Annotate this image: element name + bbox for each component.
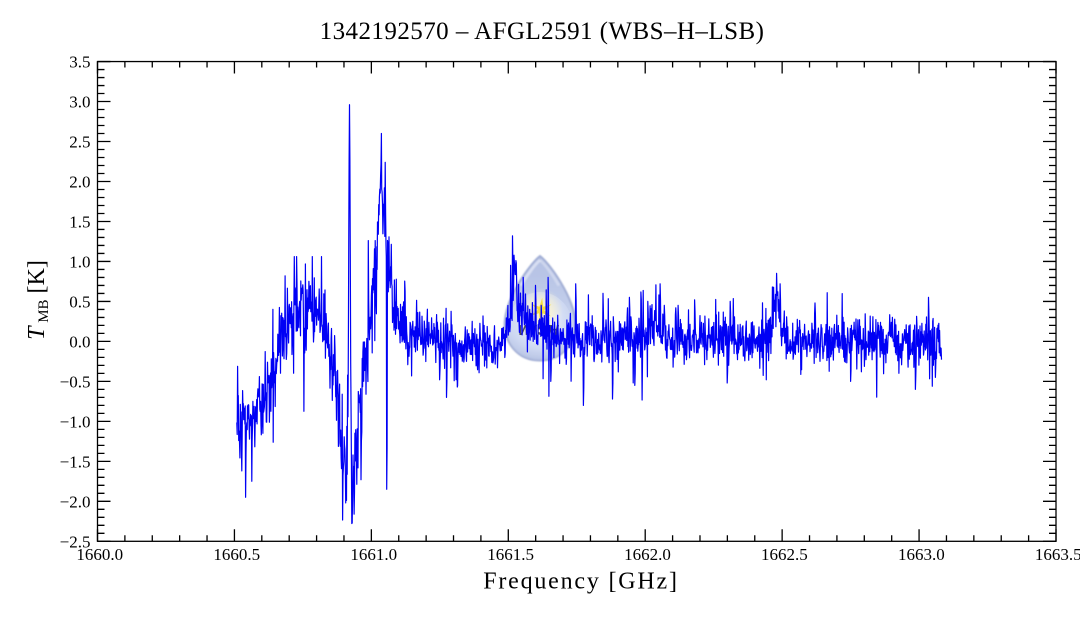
svg-text:3.0: 3.0: [69, 93, 90, 112]
svg-text:1662.0: 1662.0: [624, 545, 671, 564]
svg-text:1.0: 1.0: [69, 252, 90, 271]
svg-text:2.0: 2.0: [69, 173, 90, 192]
svg-text:3.5: 3.5: [69, 53, 90, 72]
svg-text:T MB [K]: T MB [K]: [24, 260, 52, 340]
svg-text:2.5: 2.5: [69, 133, 90, 152]
svg-text:1661.0: 1661.0: [350, 545, 397, 564]
svg-text:1663.0: 1663.0: [898, 545, 945, 564]
svg-text:0.0: 0.0: [69, 332, 90, 351]
svg-text:−0.5: −0.5: [60, 372, 91, 391]
svg-text:1660.0: 1660.0: [76, 545, 123, 564]
svg-text:1663.5: 1663.5: [1035, 545, 1080, 564]
svg-text:Frequency [GHz]: Frequency [GHz]: [483, 569, 679, 595]
svg-text:−2.0: −2.0: [60, 492, 91, 511]
svg-text:1.5: 1.5: [69, 213, 90, 232]
svg-text:0.5: 0.5: [69, 292, 90, 311]
svg-text:−2.5: −2.5: [60, 532, 91, 551]
svg-text:−1.0: −1.0: [60, 412, 91, 431]
svg-text:−1.5: −1.5: [60, 452, 91, 471]
svg-text:1342192570 – AFGL2591 (WBS–H–L: 1342192570 – AFGL2591 (WBS–H–LSB): [320, 18, 765, 45]
svg-text:1660.5: 1660.5: [213, 545, 260, 564]
svg-text:1661.5: 1661.5: [487, 545, 534, 564]
svg-text:1662.5: 1662.5: [761, 545, 808, 564]
